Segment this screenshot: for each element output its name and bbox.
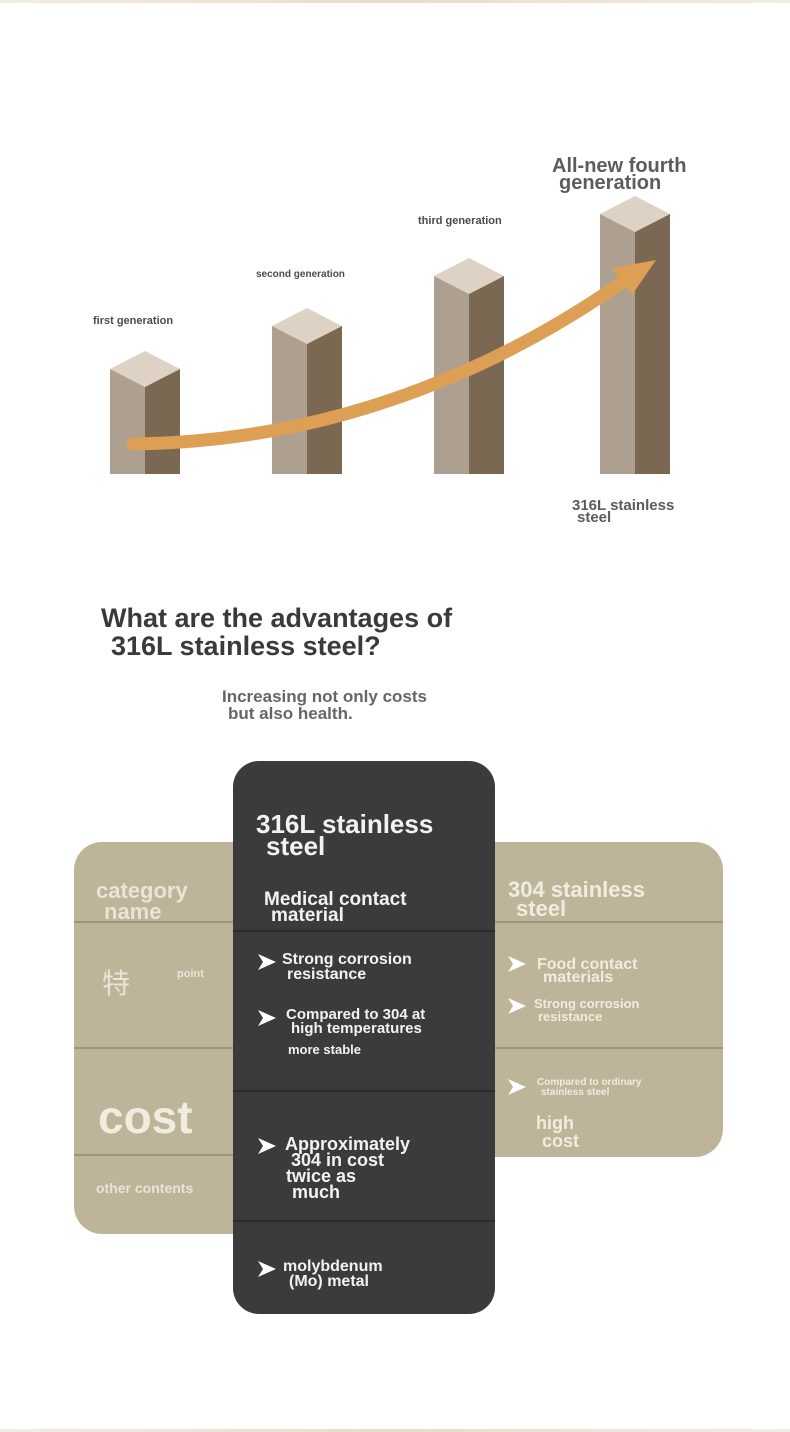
growth-arrow (126, 260, 656, 451)
center-point-1: Strong corrosion resistance (282, 951, 412, 983)
point-label: point (177, 968, 204, 980)
bullet-arrow-icon (508, 1079, 526, 1095)
bullet-arrow-icon (258, 1261, 276, 1277)
top-edge-line (0, 0, 790, 3)
label-second-generation: second generation (256, 269, 345, 280)
cost-label: cost (98, 1091, 193, 1143)
advantages-question-title: What are the advantages of 316L stainles… (101, 603, 453, 661)
bottom-edge-line (0, 1429, 790, 1432)
center-divider (233, 1090, 495, 1092)
center-other: molybdenum (Mo) metal (283, 1258, 383, 1290)
label-316l-material: 316L stainless steel (572, 497, 675, 526)
feature-char: 特 (102, 967, 131, 1000)
center-title: 316L stainless steel (256, 809, 434, 861)
center-point-2: Compared to 304 at high temperatures mor… (286, 1006, 426, 1057)
right-panel (470, 842, 723, 1157)
pillar-second (272, 308, 342, 474)
bullet-arrow-icon (508, 956, 526, 972)
left-panel (74, 842, 264, 1234)
right-title: 304 stainless steel (508, 877, 645, 921)
center-category: Medical contact material (264, 889, 407, 926)
bullet-arrow-icon (258, 1010, 276, 1026)
bullet-arrow-icon (508, 998, 526, 1014)
center-divider (233, 930, 495, 932)
subtitle: Increasing not only costs but also healt… (222, 687, 427, 723)
right-cost: high cost (536, 1113, 580, 1151)
bullet-arrow-icon (258, 954, 276, 970)
right-cost-note: Compared to ordinary stainless steel (537, 1077, 642, 1098)
bullet-arrow-icon (258, 1138, 276, 1154)
label-first-generation: first generation (93, 315, 174, 327)
right-point-1: Food contact materials (537, 956, 638, 986)
label-fourth-generation: All-new fourth generation (552, 155, 687, 194)
label-third-generation: third generation (418, 215, 502, 227)
divider (74, 1154, 244, 1156)
other-contents-label: other contents (96, 1180, 194, 1196)
center-cost: Approximately 304 in cost twice as much (285, 1134, 411, 1202)
center-divider (233, 1220, 495, 1222)
right-point-2: Strong corrosion resistance (534, 996, 640, 1024)
category-name-label: category name (96, 878, 188, 924)
